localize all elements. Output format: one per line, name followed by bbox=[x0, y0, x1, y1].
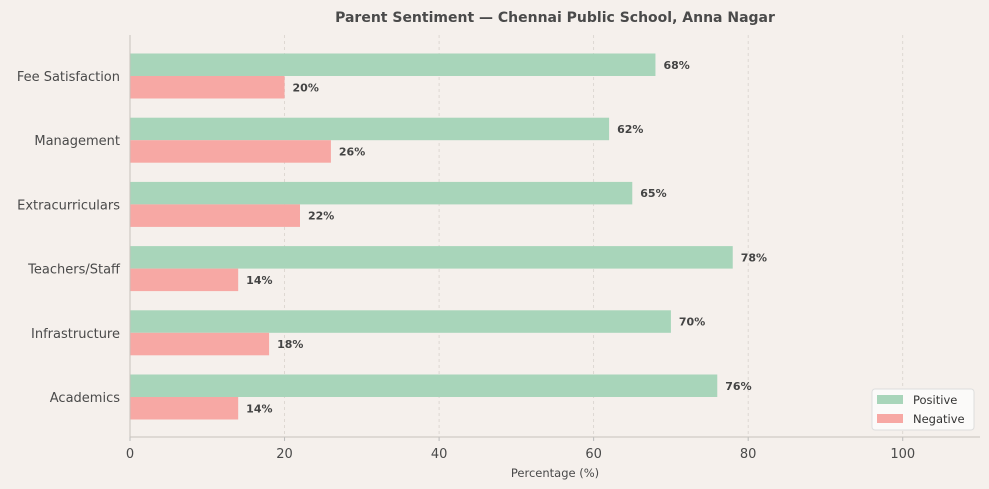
y-tick-label: Infrastructure bbox=[31, 327, 120, 342]
bar-negative bbox=[130, 397, 239, 420]
x-tick-label: 80 bbox=[740, 447, 757, 462]
x-tick-label: 0 bbox=[126, 447, 134, 462]
y-tick-label: Fee Satisfaction bbox=[17, 70, 120, 85]
data-label: 65% bbox=[640, 187, 666, 200]
y-tick-label: Academics bbox=[50, 391, 120, 406]
x-tick-label: 20 bbox=[276, 447, 293, 462]
data-label: 78% bbox=[741, 251, 767, 264]
data-label: 76% bbox=[725, 380, 751, 393]
data-label: 70% bbox=[679, 316, 705, 329]
chart-title: Parent Sentiment — Chennai Public School… bbox=[335, 10, 775, 26]
data-label: 62% bbox=[617, 123, 643, 136]
data-label: 26% bbox=[339, 145, 365, 158]
data-label: 22% bbox=[308, 210, 334, 223]
bar-positive bbox=[130, 117, 610, 141]
x-axis-label: Percentage (%) bbox=[511, 466, 599, 480]
bar-negative bbox=[130, 204, 300, 227]
legend-label: Positive bbox=[913, 393, 957, 407]
x-tick-label: 60 bbox=[585, 447, 602, 462]
data-label: 68% bbox=[663, 59, 689, 72]
legend: Positive Negative bbox=[871, 388, 975, 431]
data-label: 14% bbox=[246, 402, 272, 415]
bar-positive bbox=[130, 53, 656, 76]
legend-swatch bbox=[877, 414, 903, 423]
bar-positive bbox=[130, 181, 633, 205]
bar-negative bbox=[130, 140, 331, 163]
bar-positive bbox=[130, 310, 671, 333]
legend-label: Negative bbox=[913, 412, 965, 426]
y-tick-label: Extracurriculars bbox=[17, 198, 120, 213]
bar-positive bbox=[130, 246, 733, 269]
data-label: 20% bbox=[293, 81, 319, 94]
y-tick-label: Management bbox=[34, 134, 120, 149]
legend-swatch bbox=[877, 395, 903, 404]
bar-positive bbox=[130, 374, 718, 397]
bar-negative bbox=[130, 76, 285, 99]
x-tick-label: 100 bbox=[890, 447, 915, 462]
y-tick-label: Teachers/Staff bbox=[27, 263, 121, 278]
bar-negative bbox=[130, 268, 239, 292]
x-tick-label: 40 bbox=[431, 447, 448, 462]
bar-negative bbox=[130, 332, 270, 356]
data-label: 14% bbox=[246, 274, 272, 287]
data-label: 18% bbox=[277, 338, 303, 351]
